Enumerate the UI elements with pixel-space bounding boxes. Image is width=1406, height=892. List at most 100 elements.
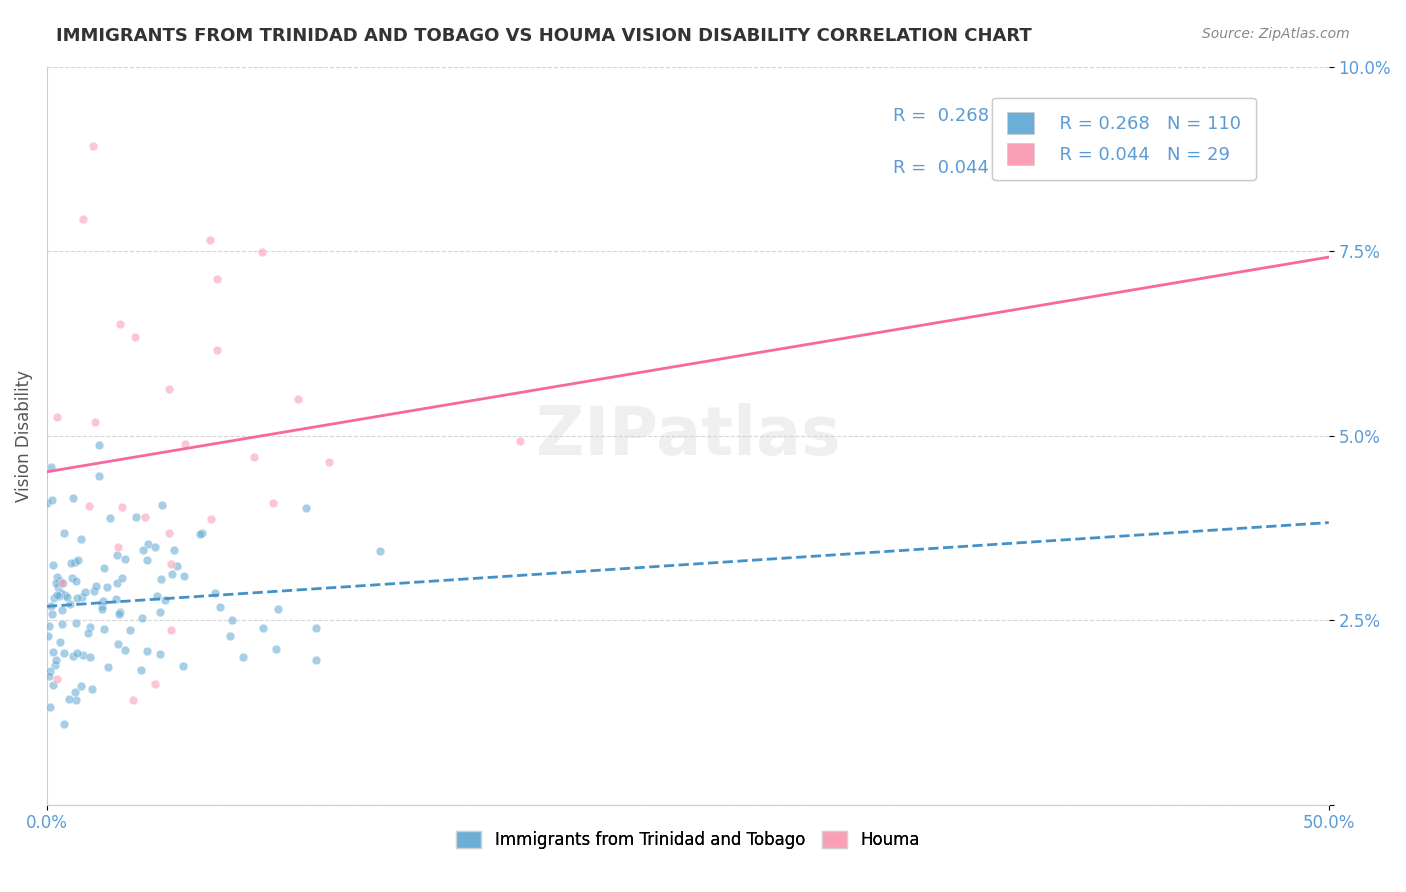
Point: [150, 498, 173, 512]
Point: [262, 496, 284, 510]
Point: [368, 544, 391, 558]
Point: [69, 679, 91, 693]
Point: [166, 559, 188, 574]
Point: [250, 244, 273, 259]
Point: [232, 650, 254, 665]
Point: [120, 624, 142, 638]
Point: [60, 571, 83, 585]
Point: [70, 533, 93, 547]
Point: [41, 493, 63, 508]
Point: [42, 678, 65, 692]
Point: [207, 343, 229, 358]
Point: [318, 455, 340, 469]
Point: [83, 583, 105, 598]
Point: [96, 580, 118, 594]
Point: [153, 593, 176, 607]
Legend:   R = 0.268   N = 110,   R = 0.044   N = 29: R = 0.268 N = 110, R = 0.044 N = 29: [993, 98, 1256, 180]
Point: [45, 570, 67, 584]
Point: [111, 500, 134, 515]
Point: [136, 537, 159, 551]
Point: [174, 437, 197, 451]
Point: [157, 525, 180, 540]
Point: [62, 649, 84, 664]
Point: [49, 635, 72, 649]
Point: [267, 602, 290, 616]
Point: [509, 434, 531, 448]
Point: [304, 621, 326, 635]
Point: [124, 510, 146, 524]
Point: [93, 623, 115, 637]
Point: [38, 669, 60, 683]
Point: [105, 576, 128, 591]
Point: [59, 597, 82, 611]
Point: [65, 616, 87, 631]
Point: [45, 653, 67, 667]
Point: [73, 585, 96, 599]
Point: [105, 548, 128, 562]
Point: [79, 620, 101, 634]
Point: [287, 392, 309, 407]
Point: [110, 317, 132, 331]
Point: [149, 605, 172, 619]
Point: [132, 543, 155, 558]
Text: IMMIGRANTS FROM TRINIDAD AND TOBAGO VS HOUMA VISION DISABILITY CORRELATION CHART: IMMIGRANTS FROM TRINIDAD AND TOBAGO VS H…: [56, 27, 1032, 45]
Point: [39, 459, 62, 474]
Point: [41, 607, 63, 621]
Point: [66, 553, 89, 567]
Point: [79, 650, 101, 665]
Point: [122, 693, 145, 707]
Point: [108, 607, 131, 621]
Point: [48, 590, 70, 604]
Point: [49, 574, 72, 588]
Point: [134, 510, 156, 524]
Point: [163, 543, 186, 558]
Point: [104, 592, 127, 607]
Point: [131, 611, 153, 625]
Point: [149, 647, 172, 661]
Point: [66, 591, 89, 605]
Point: [58, 692, 80, 706]
Point: [56, 591, 79, 605]
Point: [80, 682, 103, 697]
Point: [98, 511, 121, 525]
Point: [65, 574, 87, 588]
Point: [264, 641, 287, 656]
Text: Source: ZipAtlas.com: Source: ZipAtlas.com: [1202, 27, 1350, 41]
Point: [160, 557, 183, 571]
Point: [84, 578, 107, 592]
Y-axis label: Vision Disability: Vision Disability: [15, 369, 32, 501]
Point: [42, 645, 65, 659]
Point: [62, 491, 84, 505]
Point: [219, 629, 242, 643]
Point: [42, 591, 65, 606]
Point: [51, 617, 73, 632]
Point: [44, 658, 66, 673]
Point: [160, 567, 183, 582]
Point: [53, 588, 76, 602]
Point: [198, 233, 221, 247]
Point: [48, 580, 70, 594]
Point: [172, 659, 194, 673]
Text: R =  0.044    N = 29: R = 0.044 N = 29: [893, 159, 1076, 177]
Point: [38, 618, 60, 632]
Point: [39, 700, 62, 714]
Point: [63, 555, 86, 569]
Point: [37, 495, 59, 509]
Point: [114, 552, 136, 566]
Point: [45, 576, 67, 591]
Point: [143, 540, 166, 554]
Point: [52, 646, 75, 660]
Point: [41, 599, 63, 614]
Point: [107, 540, 129, 554]
Point: [124, 330, 146, 344]
Point: [205, 272, 228, 286]
Point: [295, 500, 318, 515]
Point: [82, 139, 104, 153]
Point: [37, 629, 59, 643]
Point: [136, 552, 159, 566]
Point: [93, 560, 115, 574]
Point: [51, 586, 73, 600]
Text: ZIPatlas: ZIPatlas: [536, 402, 841, 468]
Point: [63, 685, 86, 699]
Point: [160, 624, 183, 638]
